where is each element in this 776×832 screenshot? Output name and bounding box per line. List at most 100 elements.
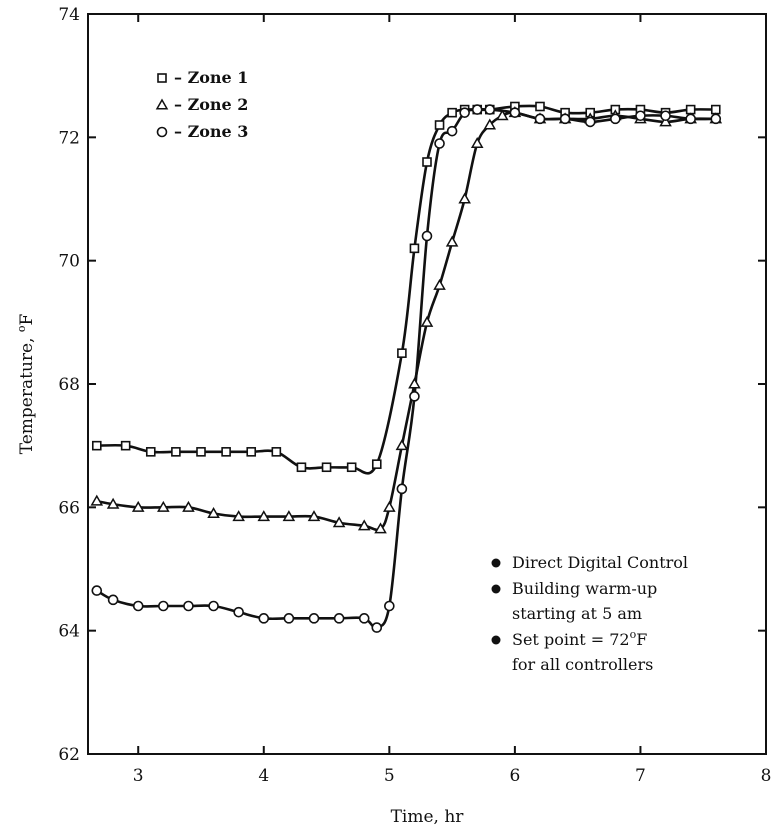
data-point-zone-1 xyxy=(171,447,181,457)
y-tick-label: 64 xyxy=(58,622,80,642)
data-point-zone-3 xyxy=(91,585,103,596)
data-point-zone-2 xyxy=(383,500,396,512)
data-point-zone-1 xyxy=(321,462,332,473)
y-tick-label: 72 xyxy=(58,128,80,148)
data-point-zone-3 xyxy=(258,613,270,624)
y-tick-label: 66 xyxy=(58,498,80,518)
legend-marker-zone-3 xyxy=(156,126,168,138)
legend-marker-zone-2 xyxy=(155,98,169,110)
data-point-zone-1 xyxy=(221,447,231,457)
data-point-zone-3 xyxy=(384,600,395,612)
series-lines xyxy=(96,104,716,630)
data-point-zone-3 xyxy=(584,116,596,128)
x-tick-label: 7 xyxy=(635,766,646,786)
note-set-point-degree: o xyxy=(630,628,637,641)
data-point-zone-3 xyxy=(233,606,244,618)
note-for-all-controllers: for all controllers xyxy=(512,655,653,674)
data-point-zone-3 xyxy=(358,613,370,624)
x-tick-label: 5 xyxy=(384,766,395,786)
data-point-zone-2 xyxy=(90,494,104,506)
data-point-zone-2 xyxy=(420,315,434,327)
data-point-zone-3 xyxy=(371,622,383,633)
data-point-zone-3 xyxy=(509,107,521,118)
data-point-zone-2 xyxy=(357,519,371,531)
series-line-zone-3 xyxy=(96,107,716,630)
data-point-zone-1 xyxy=(409,243,420,254)
data-point-zone-3 xyxy=(685,113,696,125)
data-point-zone-3 xyxy=(484,104,496,115)
data-point-zone-2 xyxy=(282,510,296,522)
note-building-warm-up: Building warm-up xyxy=(512,579,657,598)
data-point-zone-2 xyxy=(445,235,459,247)
data-point-zone-2 xyxy=(157,500,170,512)
data-point-zone-1 xyxy=(434,120,445,130)
data-point-zone-3 xyxy=(208,600,219,612)
data-point-zone-2 xyxy=(433,278,446,290)
data-point-zone-1 xyxy=(447,107,457,118)
annotation-notes: Direct Digital Control Building warm-up … xyxy=(491,553,688,674)
data-point-zone-3 xyxy=(534,113,546,125)
data-point-zone-1 xyxy=(271,447,282,457)
data-point-zone-2 xyxy=(332,516,346,528)
data-point-zone-3 xyxy=(396,483,408,495)
data-point-zone-1 xyxy=(397,348,407,358)
data-point-zone-2 xyxy=(470,136,484,148)
data-point-zone-2 xyxy=(207,506,220,518)
legend-marker-zone-1 xyxy=(157,73,167,83)
data-point-zone-1 xyxy=(371,459,382,469)
data-point-zone-3 xyxy=(132,600,144,612)
y-axis-title-unit: F xyxy=(17,313,37,325)
data-point-zone-2 xyxy=(408,377,421,389)
data-point-zone-2 xyxy=(257,510,271,522)
note-direct-digital-control: Direct Digital Control xyxy=(512,553,688,572)
y-axis-title-text: Temperature, xyxy=(17,332,37,454)
x-tick-label: 3 xyxy=(133,766,144,786)
data-point-zone-3 xyxy=(409,391,420,402)
x-tick-label: 4 xyxy=(258,766,269,786)
data-point-zone-3 xyxy=(434,138,445,149)
legend-label-zone-2: – Zone 2 xyxy=(174,95,248,114)
ticks xyxy=(88,13,767,755)
data-point-zone-3 xyxy=(107,594,119,606)
data-point-zone-3 xyxy=(635,110,646,122)
data-point-zone-3 xyxy=(308,613,320,624)
x-tick-label: 6 xyxy=(509,766,520,786)
legend-label-zone-3: – Zone 3 xyxy=(174,122,248,141)
data-point-zone-1 xyxy=(535,101,545,112)
data-point-zone-2 xyxy=(659,115,672,127)
note-set-point-unit: F xyxy=(636,630,647,649)
data-point-zone-2 xyxy=(182,500,195,512)
legend: – Zone 1 – Zone 2 – Zone 3 xyxy=(155,68,248,141)
x-tick-label: 8 xyxy=(761,766,772,786)
data-point-zone-3 xyxy=(446,125,458,137)
data-point-zone-1 xyxy=(246,447,257,457)
y-tick-label: 62 xyxy=(58,745,80,765)
note-starting-at-5am: starting at 5 am xyxy=(512,604,642,623)
y-axis-title-degree: o xyxy=(15,325,28,332)
note-set-point-text: Set point = 72 xyxy=(512,630,630,649)
data-point-zone-1 xyxy=(91,440,102,451)
data-point-zone-2 xyxy=(483,118,497,130)
y-tick-label: 74 xyxy=(58,5,80,25)
data-point-zone-1 xyxy=(422,157,432,167)
data-point-zone-3 xyxy=(421,230,433,242)
data-point-zone-3 xyxy=(660,110,671,122)
data-point-zone-1 xyxy=(346,462,357,473)
data-point-zone-1 xyxy=(196,447,206,457)
data-point-zone-2 xyxy=(232,510,245,522)
data-point-zone-1 xyxy=(296,462,307,473)
data-point-zone-2 xyxy=(131,500,145,512)
x-axis-title: Time, hr xyxy=(391,807,465,827)
y-axis-title: Temperature, oF xyxy=(15,313,37,454)
data-point-zone-3 xyxy=(183,600,194,612)
data-point-zone-2 xyxy=(458,192,471,204)
data-point-zone-3 xyxy=(471,104,483,115)
data-point-zone-3 xyxy=(559,113,571,125)
data-point-zone-3 xyxy=(333,613,345,624)
data-point-zone-1 xyxy=(120,440,131,451)
y-tick-label: 70 xyxy=(58,252,80,272)
series-markers xyxy=(90,101,723,633)
data-point-zone-3 xyxy=(710,113,722,125)
data-point-zone-2 xyxy=(106,497,120,509)
